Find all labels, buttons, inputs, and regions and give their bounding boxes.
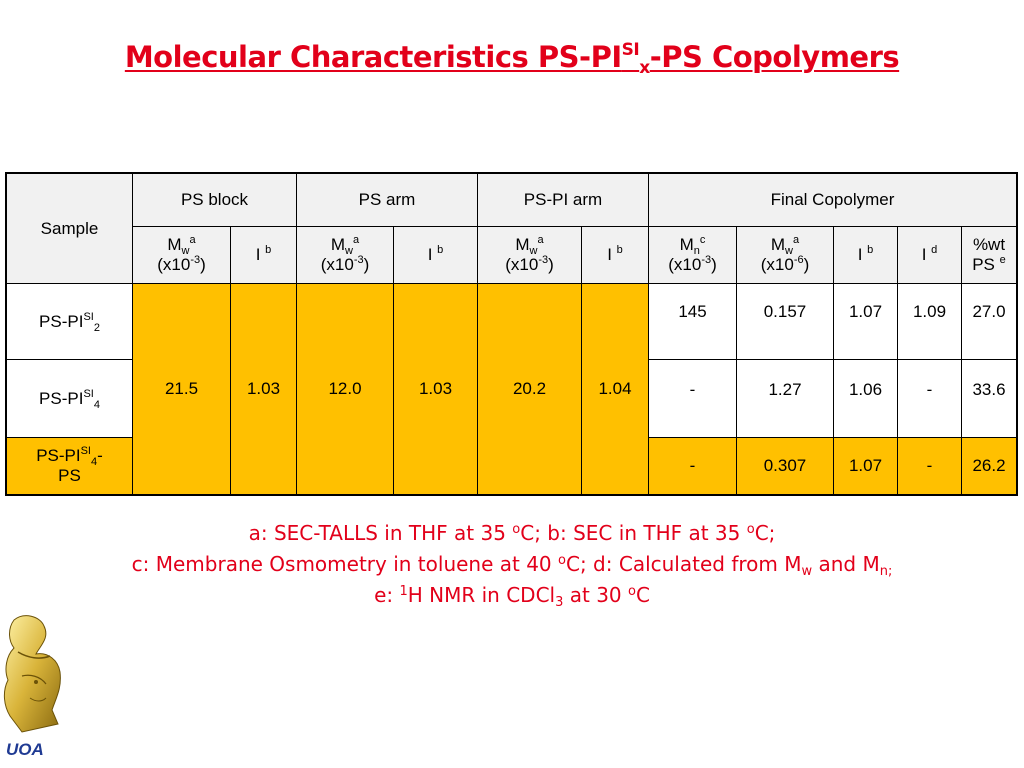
sample-name: PS-PISI4 xyxy=(5,359,133,438)
ps-arm-i-header: I b xyxy=(393,226,478,284)
ps-block-i-header: I b xyxy=(230,226,297,284)
final-copolymer-header: Final Copolymer xyxy=(648,172,1018,227)
athena-helmet-logo-icon xyxy=(3,615,61,733)
i-b-cell: 1.07 xyxy=(833,283,898,360)
final-mw-header: Mwa (x10-6) xyxy=(736,226,834,284)
mw-cell: 0.307 xyxy=(736,437,834,496)
final-i-b-header: I b xyxy=(833,226,898,284)
mn-cell: 145 xyxy=(648,283,737,360)
ps-arm-mw-header: Mwa (x10-3) xyxy=(296,226,394,284)
copolymer-table: Sample PS block PS arm PS-PI arm Final C… xyxy=(5,172,1018,496)
ps-block-header: PS block xyxy=(132,172,297,227)
footnote-line-2: c: Membrane Osmometry in toluene at 40 o… xyxy=(131,552,893,579)
table-row: PS-PISI2 21.5 1.03 12.0 1.03 20.2 1.04 1… xyxy=(5,283,1018,496)
sample-name: PS-PISI4- PS xyxy=(5,437,133,496)
ps-block-mw-header: Mwa (x10-3) xyxy=(132,226,231,284)
mw-cell: 1.27 xyxy=(736,359,834,438)
ps-block-mw-cell: 21.5 xyxy=(132,283,231,496)
ps-arm-header: PS arm xyxy=(296,172,478,227)
i-b-cell: 1.06 xyxy=(833,359,898,438)
i-d-cell: - xyxy=(897,359,962,438)
page-title: Molecular Characteristics PS-PISIx-PS Co… xyxy=(124,40,900,78)
pspi-arm-mw-header: Mwa (x10-3) xyxy=(477,226,582,284)
final-wt-header: %wt PS e xyxy=(961,226,1018,284)
final-i-d-header: I d xyxy=(897,226,962,284)
footnotes: a: SEC-TALLS in THF at 35 oC; b: SEC in … xyxy=(0,518,1024,611)
mn-cell: - xyxy=(648,437,737,496)
pspi-arm-mw-cell: 20.2 xyxy=(477,283,582,496)
mn-cell: - xyxy=(648,359,737,438)
i-b-cell: 1.07 xyxy=(833,437,898,496)
final-mn-header: Mnc (x10-3) xyxy=(648,226,737,284)
mw-cell: 0.157 xyxy=(736,283,834,360)
sample-name: PS-PISI2 xyxy=(5,283,133,360)
pspi-arm-header: PS-PI arm xyxy=(477,172,649,227)
ps-arm-mw-cell: 12.0 xyxy=(296,283,394,496)
pspi-arm-i-cell: 1.04 xyxy=(581,283,649,496)
footnote-line-3: e: 1H NMR in CDCl3 at 30 oC xyxy=(374,583,650,610)
table-row: PS-PISI4- PS - 0.307 1.07 - 26.2 xyxy=(5,437,1018,496)
sample-header: Sample xyxy=(5,172,133,284)
footnote-line-1: a: SEC-TALLS in THF at 35 oC; b: SEC in … xyxy=(248,521,776,545)
table-row: PS-PISI4 - 1.27 1.06 - 33.6 xyxy=(5,359,1018,438)
i-d-cell: 1.09 xyxy=(897,283,962,360)
ps-arm-i-cell: 1.03 xyxy=(393,283,478,496)
logo-text: UOA xyxy=(6,740,44,759)
wt-cell: 26.2 xyxy=(961,437,1018,496)
i-d-cell: - xyxy=(897,437,962,496)
ps-block-i-cell: 1.03 xyxy=(230,283,297,496)
wt-cell: 33.6 xyxy=(961,359,1018,438)
wt-cell: 27.0 xyxy=(961,283,1018,360)
pspi-arm-i-header: I b xyxy=(581,226,649,284)
